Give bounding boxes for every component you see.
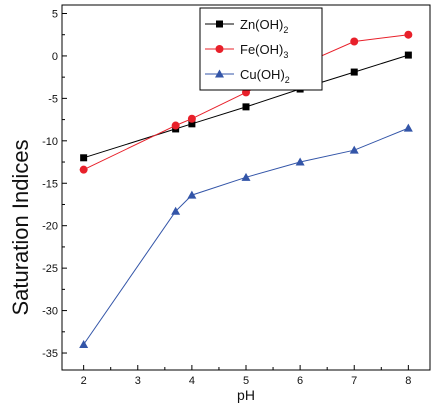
y-tick-label: -10	[42, 136, 58, 148]
x-tick-label: 6	[297, 375, 303, 387]
data-point-series-1	[79, 165, 88, 174]
y-tick-label: 5	[52, 8, 58, 20]
data-point-series-0	[80, 154, 88, 162]
x-tick-label: 7	[351, 375, 357, 387]
y-tick-label: -35	[42, 348, 58, 360]
y-tick-label: -20	[42, 221, 58, 233]
data-point-series-2	[241, 172, 251, 181]
data-point-series-1	[171, 121, 180, 130]
legend-label: Zn(OH)2	[240, 17, 288, 35]
y-tick-label: 0	[52, 51, 58, 63]
data-point-series-2	[403, 123, 413, 132]
data-point-series-2	[295, 157, 305, 166]
data-point-series-0	[350, 68, 358, 76]
legend-swatch-marker	[216, 20, 223, 28]
y-tick-label: -15	[42, 178, 58, 190]
data-point-series-2	[79, 340, 89, 349]
x-tick-label: 3	[135, 375, 141, 387]
data-point-series-0	[404, 51, 412, 59]
x-tick-label: 8	[405, 375, 411, 387]
y-tick-label: -30	[42, 306, 58, 318]
legend-label: Fe(OH)3	[240, 42, 288, 60]
y-tick-label: -5	[48, 93, 58, 105]
series-line-2	[83, 127, 409, 345]
data-point-series-2	[187, 190, 197, 199]
x-tick-label: 4	[189, 375, 195, 387]
data-point-series-1	[404, 30, 413, 39]
data-point-series-1	[187, 114, 196, 123]
x-tick-label: 2	[81, 375, 87, 387]
data-point-series-2	[171, 206, 181, 215]
y-tick-label: -25	[42, 263, 58, 275]
data-point-series-1	[350, 37, 359, 46]
data-point-series-0	[188, 120, 196, 128]
legend-swatch-marker	[215, 45, 224, 53]
legend-label: Cu(OH)2	[240, 67, 290, 85]
legend-swatch-marker	[215, 69, 224, 78]
y-axis-title: Saturation Indices	[8, 139, 33, 315]
x-axis-title: pH	[237, 387, 255, 403]
x-tick-label: 5	[243, 375, 249, 387]
data-point-series-2	[349, 145, 359, 154]
data-point-series-0	[242, 103, 250, 111]
